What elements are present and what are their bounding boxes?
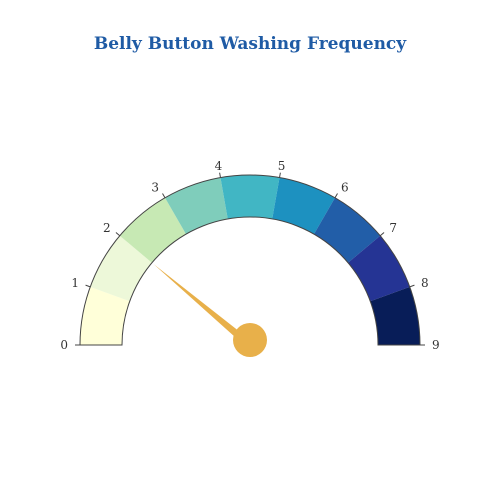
gauge-tick-label-8: 8 [421,276,429,290]
chart-title: Belly Button Washing Frequency [93,34,407,54]
gauge-tick-label-7: 7 [389,221,397,235]
gauge-tick-label-0: 0 [60,338,68,352]
gauge-tick-5 [279,172,281,178]
gauge-tick-7 [379,232,385,237]
gauge-needle-group [153,264,267,357]
gauge-needle [153,264,253,349]
gauge-tick-label-5: 5 [278,159,286,173]
gauge-tick-3 [162,193,166,199]
gauge-tick-label-6: 6 [341,180,349,194]
gauge-segment-2 [119,197,186,263]
gauge-tick-6 [334,193,338,199]
gauge-tick-label-1: 1 [71,276,79,290]
gauge-segment-8 [370,286,420,345]
gauge-tick-label-4: 4 [215,159,223,173]
gauge-segment-4 [220,175,280,219]
gauge-tick-1 [85,284,91,288]
gauge-tick-label-2: 2 [103,221,111,235]
gauge-tick-label-9: 9 [432,338,440,352]
gauge-segment-5 [272,177,335,235]
gauge-segment-0 [80,286,130,345]
gauge-needle-hub [233,323,267,357]
gauge-tick-2 [115,232,121,237]
gauge-tick-label-3: 3 [151,180,159,194]
gauge-segment-3 [165,177,228,235]
gauge-outline [79,174,421,346]
gauge-ticks: 0 1 2 3 4 5 6 7 8 9 [60,159,439,352]
gauge-tick-4 [219,172,221,178]
gauge-tick-8 [409,284,415,288]
gauge-segments [79,174,421,346]
gauge-segment-6 [314,197,381,263]
